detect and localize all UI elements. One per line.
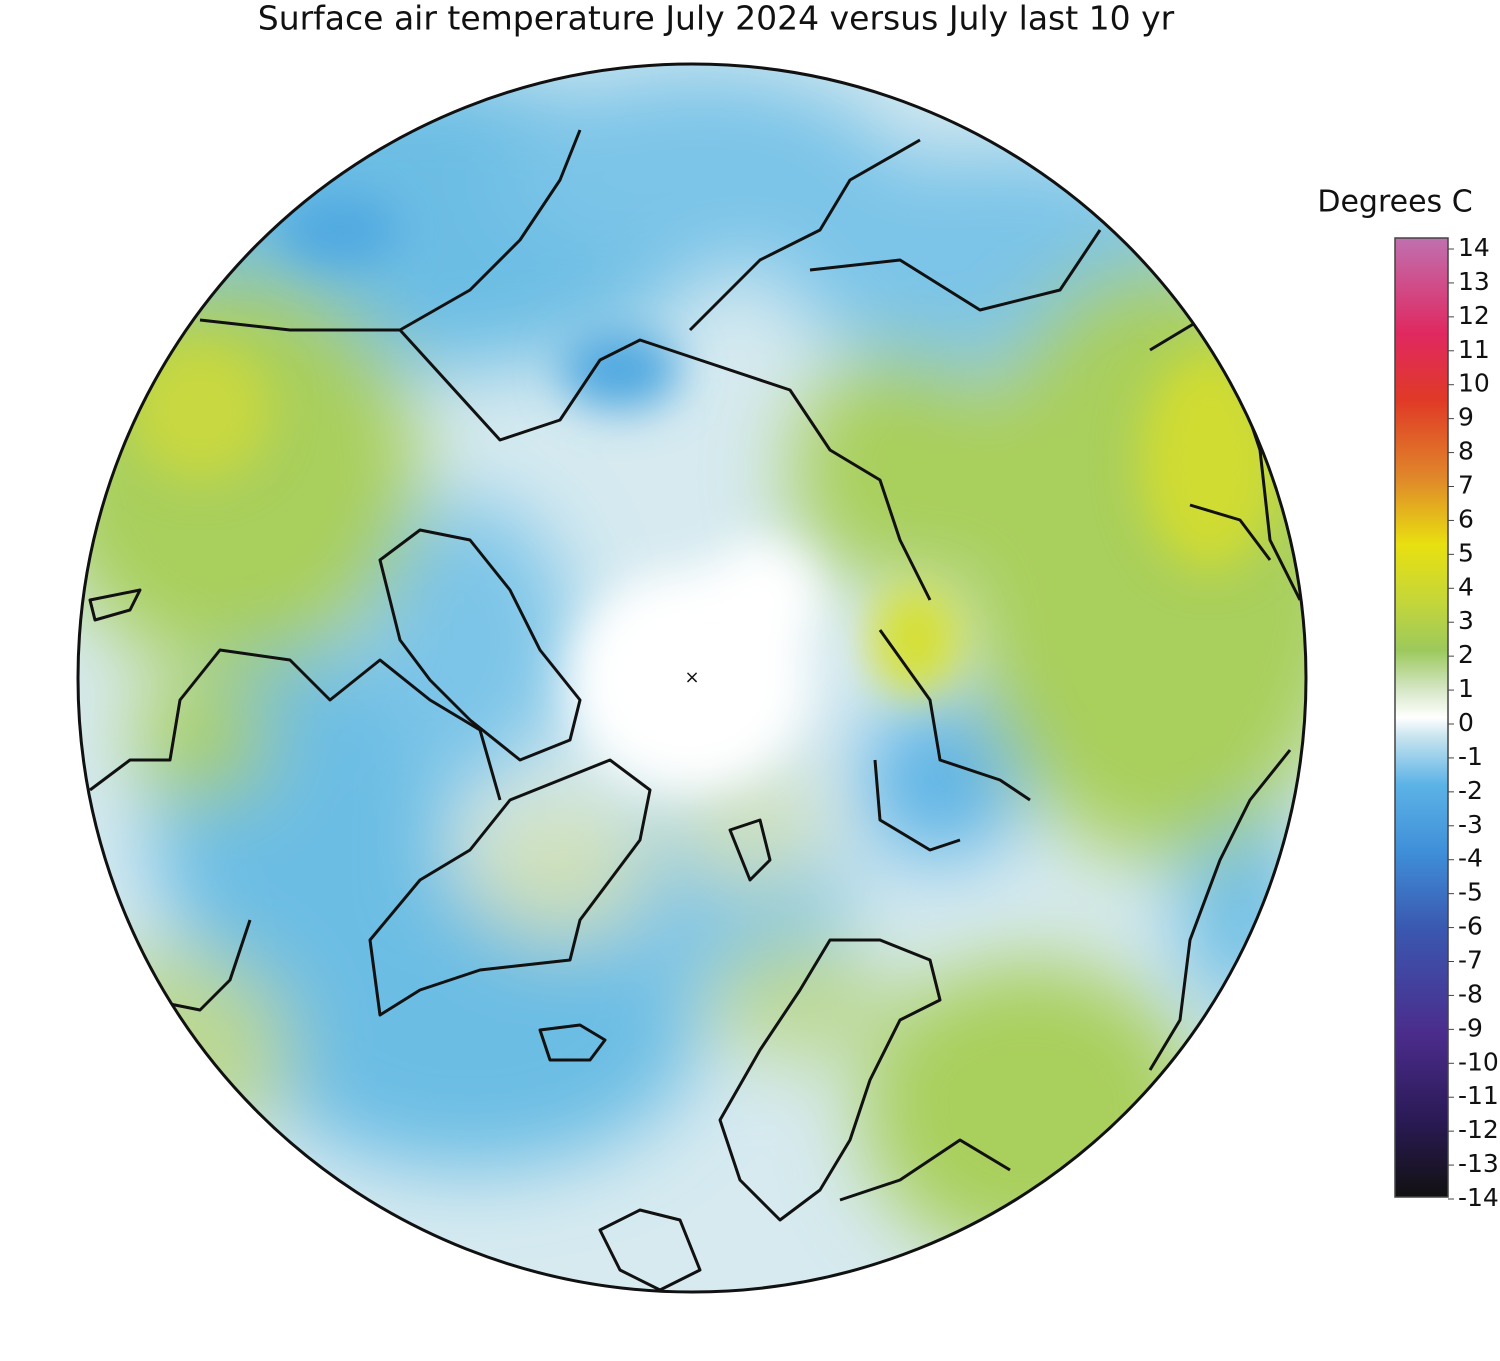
colorbar-tick-label: -3	[1458, 810, 1483, 839]
colorbar-tick-label: 0	[1458, 708, 1474, 737]
pole-marker: ×	[684, 667, 699, 688]
colorbar-tick-label: -11	[1458, 1081, 1499, 1110]
colorbar-tick-label: -10	[1458, 1047, 1499, 1076]
colorbar-tick-label: -1	[1458, 742, 1483, 771]
colorbar-tick-label: 1	[1458, 674, 1474, 703]
colorbar-tick-label: 3	[1458, 606, 1474, 635]
colorbar-tick-label: 11	[1458, 335, 1490, 364]
colorbar-tick-label: 14	[1458, 233, 1490, 262]
colorbar-tick-label: 12	[1458, 301, 1490, 330]
colorbar-tick-label: -14	[1458, 1183, 1499, 1212]
colorbar-tick-label: -9	[1458, 1013, 1483, 1042]
colorbar-tick-label: 7	[1458, 471, 1474, 500]
colorbar-tick-label: -4	[1458, 844, 1483, 873]
colorbar-tick-label: 9	[1458, 403, 1474, 432]
map-title: Surface air temperature July 2024 versus…	[258, 0, 1175, 38]
colorbar-tick-label: 5	[1458, 538, 1474, 567]
colorbar-tick-label: 4	[1458, 572, 1474, 601]
colorbar-tick-label: 8	[1458, 437, 1474, 466]
colorbar-tick-label: -6	[1458, 912, 1483, 941]
colorbar	[1394, 237, 1449, 1198]
colorbar-tick-label: -5	[1458, 878, 1483, 907]
colorbar-tick-label: 10	[1458, 369, 1490, 398]
colorbar-tick-label: -8	[1458, 979, 1483, 1008]
map-border	[76, 62, 1308, 1294]
colorbar-tick-label: 2	[1458, 640, 1474, 669]
colorbar-tick-label: -12	[1458, 1115, 1499, 1144]
colorbar-label: Degrees C	[1317, 185, 1472, 220]
colorbar-tick-label: -2	[1458, 776, 1483, 805]
colorbar-tick-label: 6	[1458, 504, 1474, 533]
coastlines	[88, 129, 1302, 1292]
colorbar-tick-label: 13	[1458, 267, 1490, 296]
colorbar-ticks: 14131211109876543210-1-2-3-4-5-6-7-8-9-1…	[1448, 233, 1499, 1212]
colorbar-tick-label: -7	[1458, 946, 1483, 975]
colorbar-tick-label: -13	[1458, 1149, 1499, 1178]
temperature-field: ×	[78, 64, 1306, 1292]
